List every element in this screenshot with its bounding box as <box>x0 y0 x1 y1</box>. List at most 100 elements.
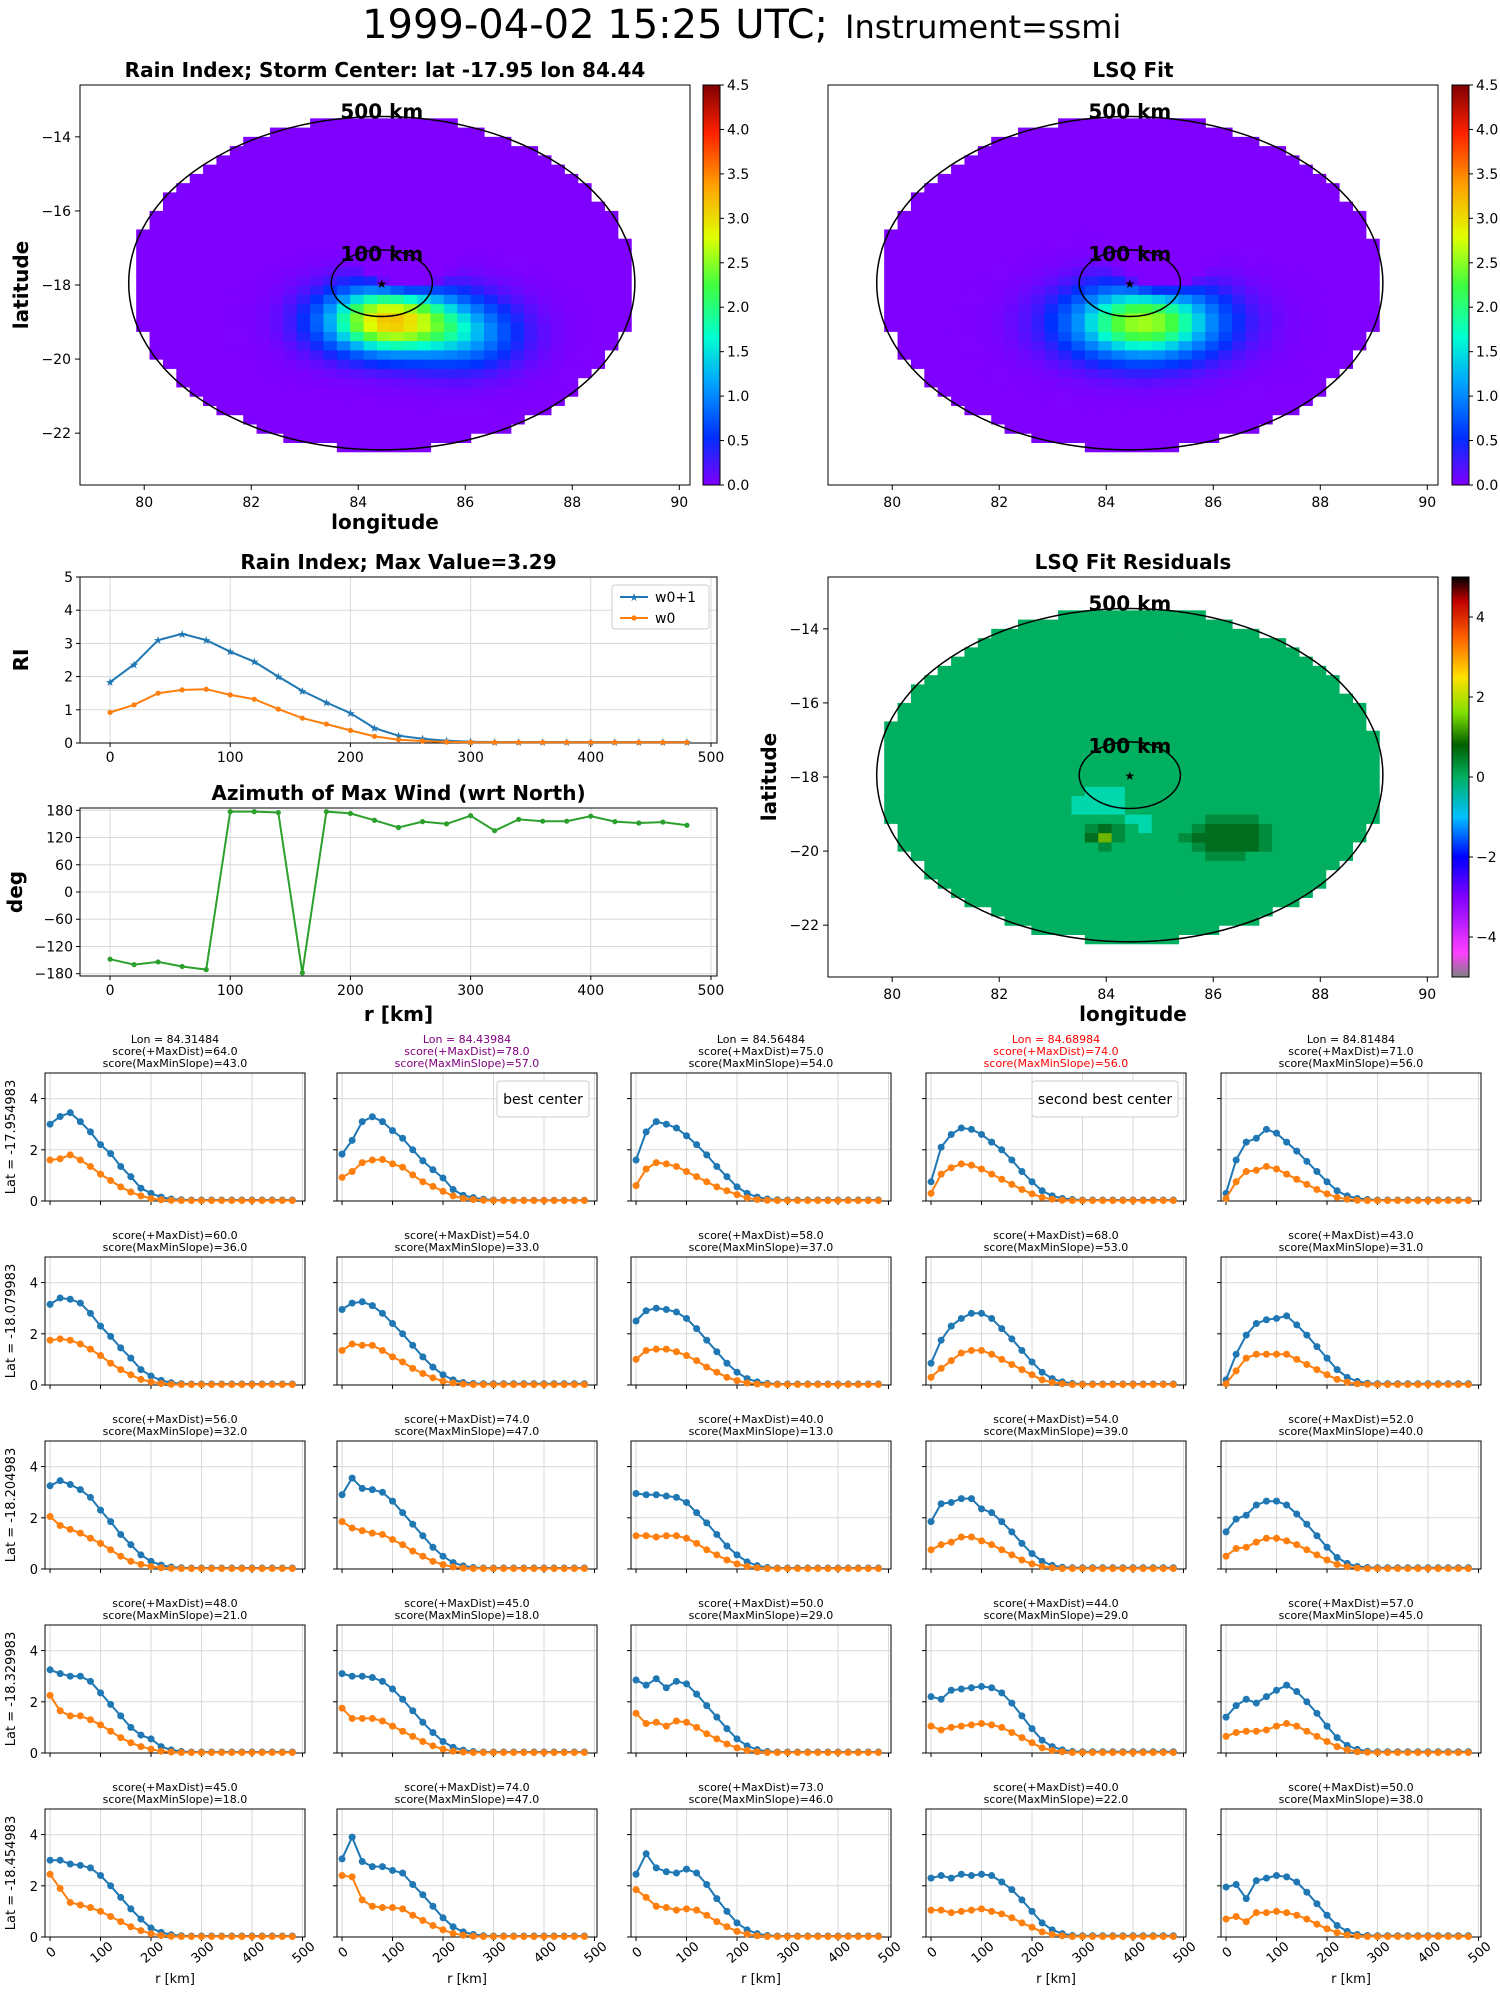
map-cell <box>1165 888 1180 898</box>
map-cell <box>1245 247 1260 258</box>
map-cell <box>457 386 472 397</box>
map-cell <box>256 201 271 212</box>
map-cell <box>951 210 966 221</box>
map-cell <box>1191 396 1206 406</box>
panel-series-w0-point <box>864 1564 872 1572</box>
map-cell <box>296 257 311 268</box>
map-cell <box>1031 183 1046 194</box>
panel-series-w0-point <box>632 1709 640 1717</box>
map-cell <box>937 721 952 732</box>
map-cell <box>1365 739 1380 750</box>
panel-series-w0-point <box>368 1156 376 1164</box>
panel-series-w0p1-point <box>1313 1709 1321 1717</box>
map-cell <box>991 638 1006 648</box>
panel-series-w0-point <box>469 1564 477 1572</box>
map-cell <box>470 229 485 240</box>
map-cell <box>269 229 284 240</box>
map-cell <box>176 275 191 286</box>
panel-series-w0-point <box>500 1196 508 1204</box>
map-cell <box>977 721 992 732</box>
panel-series-w0-point <box>157 1564 165 1572</box>
map-cell <box>390 423 405 434</box>
colorbar-tick-label: 3.0 <box>1476 211 1498 227</box>
panel-series-w0-point <box>957 1533 965 1541</box>
panel-series-w0-point <box>187 1380 195 1388</box>
map-cell <box>1124 647 1139 658</box>
map-cell <box>149 210 164 221</box>
map-cell <box>1084 312 1099 323</box>
panel-series-w0-point <box>1028 1739 1036 1747</box>
map-cell <box>910 749 925 760</box>
map-cell <box>924 795 939 806</box>
panel-score-slope: score(MaxMinSlope)=45.0 <box>1279 1609 1424 1622</box>
panel-series-w0-point <box>1363 1748 1371 1756</box>
map-cell <box>430 340 445 351</box>
map-cell <box>336 433 351 444</box>
map-cell <box>269 127 284 138</box>
map-cell <box>964 247 979 258</box>
map-cell <box>310 238 325 249</box>
map-cell <box>189 285 204 295</box>
map-cell <box>323 349 338 360</box>
map-cell <box>1151 173 1166 184</box>
map-cell <box>1044 814 1059 824</box>
map-cell <box>483 183 498 194</box>
map-cell <box>510 183 525 194</box>
map-cell <box>1151 841 1166 852</box>
map-cell <box>577 192 592 203</box>
panel-series-w0-point <box>208 1748 216 1756</box>
map-cell <box>991 349 1006 360</box>
panel-series-w0p1-point <box>693 1141 701 1149</box>
map-cell <box>390 247 405 258</box>
map-cell <box>1205 322 1220 332</box>
panel-series-w0p1-point <box>1262 1693 1270 1701</box>
map-cell <box>497 247 512 258</box>
map-cell <box>1258 656 1273 667</box>
map-cell <box>336 192 351 203</box>
panel-series-w0-point <box>1353 1380 1361 1388</box>
map-cell <box>443 340 458 351</box>
map-cell <box>524 294 539 305</box>
x-tick-label: 88 <box>1311 495 1329 511</box>
map-cell <box>376 433 391 444</box>
map-cell <box>403 220 418 231</box>
map-cell <box>924 804 939 815</box>
map-cell <box>1017 349 1032 360</box>
map-cell <box>1044 841 1059 852</box>
panel-series-w0-point <box>1353 1564 1361 1572</box>
panel-series-w0p1-point <box>409 1707 417 1715</box>
map-cell <box>1258 702 1273 713</box>
map-cell <box>964 331 979 342</box>
map-cell <box>1071 730 1086 741</box>
map-cell <box>1325 693 1340 704</box>
map-cell <box>310 229 325 240</box>
map-cell <box>550 377 565 388</box>
map-cell <box>1325 684 1340 695</box>
map-cell <box>390 192 405 203</box>
map-cell <box>1017 869 1032 880</box>
map-cell <box>924 210 939 221</box>
map-cell <box>964 739 979 750</box>
map-cell <box>1298 368 1313 379</box>
panel-series-w0-point <box>683 1534 691 1542</box>
map-cell <box>537 294 552 305</box>
map-cell <box>577 312 592 323</box>
map-cell <box>483 146 498 156</box>
panel-series-w0-line <box>341 1342 585 1386</box>
map-cell <box>977 851 992 861</box>
map-cell <box>229 238 244 249</box>
map-cell <box>1124 693 1139 704</box>
map-cell <box>350 266 365 277</box>
map-cell <box>403 303 418 314</box>
map-cell <box>977 712 992 723</box>
panel-series-w0-point <box>76 1340 84 1348</box>
panel-series-w0p1-point <box>998 1518 1006 1526</box>
map-cell <box>1218 359 1233 369</box>
map-cell <box>1298 730 1313 741</box>
map-cell <box>1004 377 1019 388</box>
map-cell <box>323 173 338 184</box>
map-cell <box>283 340 298 351</box>
panel-series-w0-point <box>743 1746 751 1754</box>
map-cell <box>1165 210 1180 221</box>
map-cell <box>1191 675 1206 686</box>
